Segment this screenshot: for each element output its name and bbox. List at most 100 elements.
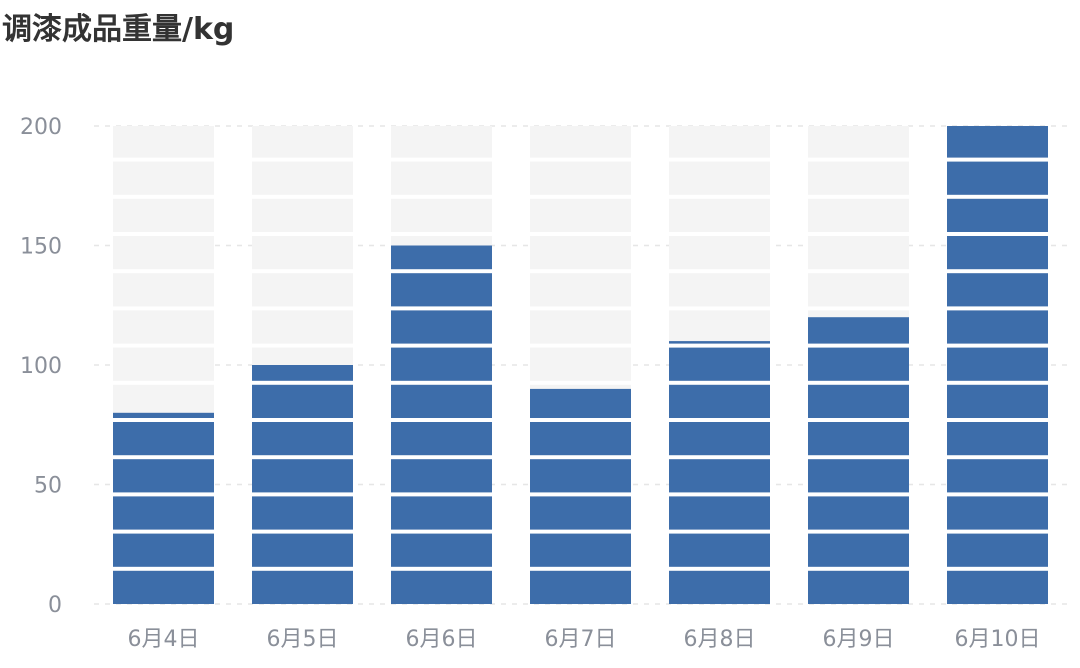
bar-segment [113,412,214,418]
bar-segment [113,533,214,567]
bar-segment [113,570,214,604]
bar-segment [252,570,353,604]
background-bar-segment [669,198,770,232]
background-bar-segment [669,310,770,344]
background-bar-segment [669,126,770,158]
background-bar-segment [391,198,492,232]
background-bar-segment [530,198,631,232]
bar-segment [530,533,631,567]
bar-segment [669,341,770,344]
bar-segment [113,459,214,493]
bar-segment [530,422,631,456]
background-bar-segment [113,198,214,232]
background-bar-segment [530,236,631,270]
bar-segment [947,198,1048,232]
x-tick-label: 6月7日 [545,627,617,652]
bar-segment [252,422,353,456]
bar-segment [530,496,631,530]
x-tick-label: 6月9日 [823,627,895,652]
y-tick-label: 0 [48,593,62,618]
y-tick-label: 100 [20,354,62,379]
background-bar-segment [391,161,492,195]
bar-segment [947,533,1048,567]
y-tick-label: 150 [20,235,62,260]
y-tick-label: 50 [34,474,62,499]
background-bar-segment [669,161,770,195]
background-bar-segment [530,273,631,307]
bar-segment [391,273,492,307]
bar-segment [252,496,353,530]
bar-segment [113,496,214,530]
background-bar-segment [808,273,909,307]
bar-segment [808,347,909,381]
background-bar-segment [113,236,214,270]
bar-segment [669,422,770,456]
background-bar-segment [252,273,353,307]
bar-segment [808,422,909,456]
bar-segment [669,347,770,381]
bar-segment [947,570,1048,604]
bar-segment [947,384,1048,418]
background-bar-segment [669,273,770,307]
bar-segment [669,570,770,604]
bar-segment [530,388,631,418]
background-bar-segment [530,126,631,158]
background-bar-segment [530,310,631,344]
bar-segment [947,310,1048,344]
bar-segment [947,161,1048,195]
bar-segment [947,236,1048,270]
bar-segment [808,459,909,493]
background-bar-segment [113,273,214,307]
bar-segment [669,384,770,418]
bar-segment [808,384,909,418]
bar-segment [252,365,353,381]
x-tick-label: 6月10日 [955,627,1041,652]
y-tick-label: 200 [20,115,62,140]
background-bar-segment [808,198,909,232]
background-bar-segment [808,126,909,158]
bar-segment [391,459,492,493]
bar-segment [947,496,1048,530]
background-bar-segment [530,161,631,195]
background-bar-segment [113,126,214,158]
x-tick-label: 6月5日 [267,627,339,652]
background-bar-segment [252,198,353,232]
background-bar-segment [530,347,631,381]
bar-segment [113,422,214,456]
bar-segment [252,384,353,418]
background-bar-segment [669,236,770,270]
background-bar-segment [113,384,214,418]
x-tick-label: 6月6日 [406,627,478,652]
background-bar-segment [808,236,909,270]
x-tick-label: 6月4日 [128,627,200,652]
bar-segment [391,384,492,418]
background-bar-segment [252,310,353,344]
bar-segment [808,317,909,344]
background-bar-segment [252,236,353,270]
bar-segment [669,533,770,567]
bar-segment [252,459,353,493]
bar-segment [391,310,492,344]
bar-segment [808,570,909,604]
background-bar-segment [113,161,214,195]
bar-segment [669,496,770,530]
background-bar-segment [252,126,353,158]
background-bar-segment [113,310,214,344]
bar-segment [947,422,1048,456]
bar-segment [808,533,909,567]
background-bar-segment [113,347,214,381]
bar-segment [669,459,770,493]
background-bar-segment [391,126,492,158]
bar-segment [947,273,1048,307]
bar-segment [391,533,492,567]
bar-segment [947,126,1048,158]
background-bar-segment [252,161,353,195]
bar-segment [530,570,631,604]
bar-segment [391,245,492,270]
bar-segment [947,459,1048,493]
bar-segment [530,459,631,493]
bar-segment [252,533,353,567]
bar-segment [808,496,909,530]
background-bar-segment [808,161,909,195]
